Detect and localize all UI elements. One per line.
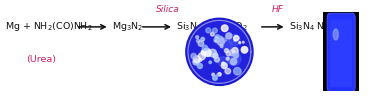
Circle shape [215,38,219,42]
Circle shape [217,38,225,45]
Circle shape [202,52,207,57]
Circle shape [216,74,219,76]
Text: Mg + NH$_2$(CO)NH$_2$: Mg + NH$_2$(CO)NH$_2$ [5,20,92,33]
Circle shape [228,55,238,65]
Circle shape [233,53,239,58]
Text: HF: HF [272,5,284,14]
Circle shape [209,49,217,57]
Text: Mg$_3$N$_2$: Mg$_3$N$_2$ [112,20,143,33]
Circle shape [228,53,241,66]
Circle shape [237,52,239,54]
Circle shape [222,63,227,69]
Circle shape [214,38,218,42]
Circle shape [193,59,199,65]
FancyBboxPatch shape [330,20,352,87]
Circle shape [209,61,211,64]
Circle shape [198,53,205,60]
Circle shape [229,34,240,46]
Circle shape [204,50,211,57]
Circle shape [202,45,208,51]
Text: Si$_3$N$_4$ NCs/SiO$_2$: Si$_3$N$_4$ NCs/SiO$_2$ [176,21,247,33]
Circle shape [222,62,225,65]
Circle shape [226,57,229,60]
FancyBboxPatch shape [327,13,355,92]
Circle shape [204,48,206,50]
Circle shape [212,73,215,76]
Circle shape [239,42,241,44]
Circle shape [232,48,238,54]
Circle shape [211,32,214,36]
Circle shape [201,50,207,55]
Text: Silica: Silica [156,5,180,14]
Circle shape [199,59,202,61]
Circle shape [214,57,220,62]
Circle shape [229,50,235,56]
Circle shape [333,29,338,40]
Circle shape [242,41,244,43]
Circle shape [230,58,237,65]
Circle shape [213,53,218,58]
Circle shape [189,21,250,83]
Circle shape [215,35,220,40]
Circle shape [234,67,241,75]
Circle shape [222,40,232,50]
Circle shape [234,39,236,42]
Circle shape [218,73,221,76]
Circle shape [223,38,226,42]
Circle shape [206,28,211,33]
Circle shape [198,41,204,46]
Circle shape [197,63,203,69]
Circle shape [215,36,218,39]
Circle shape [226,33,232,39]
Circle shape [204,48,211,55]
Circle shape [212,28,217,33]
Circle shape [220,45,223,48]
Circle shape [225,68,231,74]
Circle shape [218,57,228,66]
Circle shape [186,18,253,85]
Circle shape [226,51,231,56]
Circle shape [218,36,223,41]
Circle shape [196,36,198,38]
Text: (Urea): (Urea) [26,55,56,64]
Circle shape [193,56,200,63]
Text: Si$_3$N$_4$ NCs: Si$_3$N$_4$ NCs [289,21,338,33]
Circle shape [197,39,200,42]
Circle shape [207,51,212,56]
FancyBboxPatch shape [323,12,359,91]
Circle shape [213,76,217,80]
Circle shape [234,36,239,41]
Circle shape [201,37,204,41]
Circle shape [222,25,228,32]
Circle shape [225,49,228,53]
Circle shape [241,47,248,53]
Circle shape [191,53,196,59]
